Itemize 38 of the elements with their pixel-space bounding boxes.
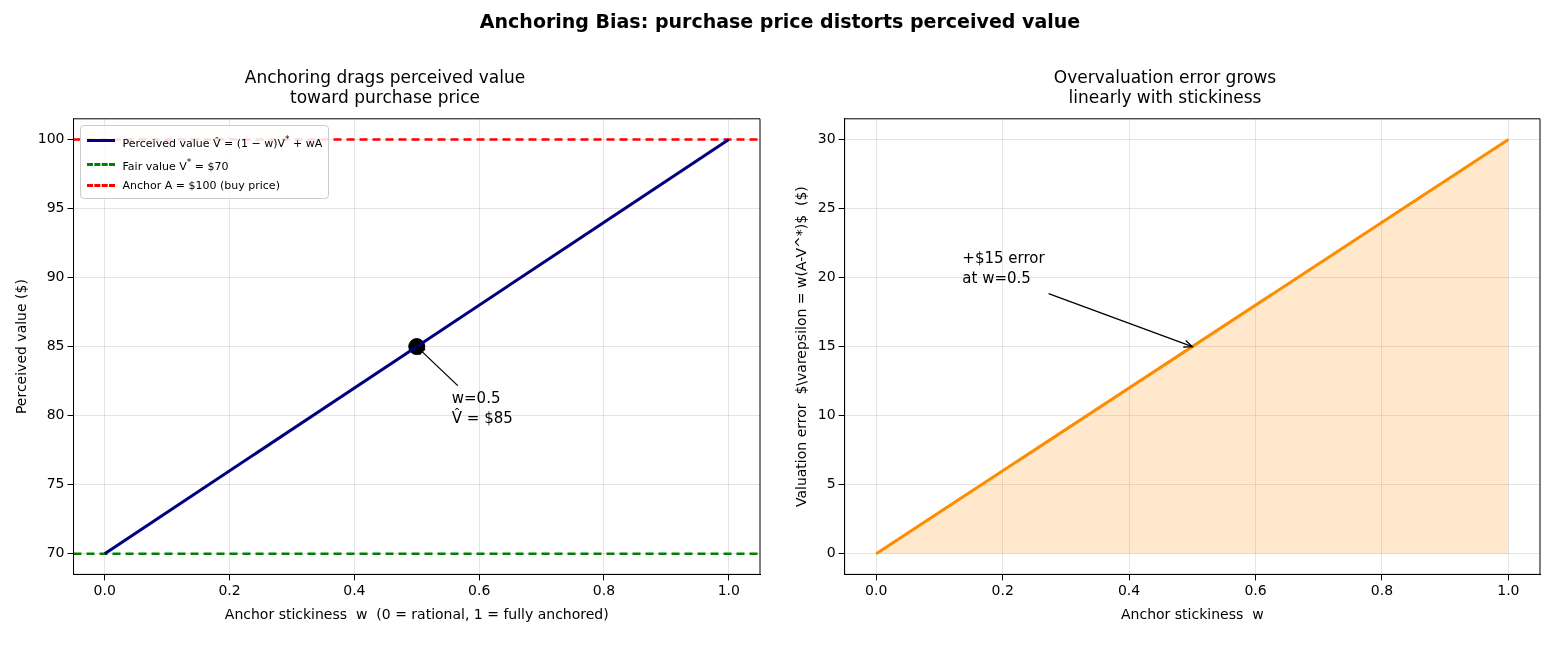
y-tick-label: 90 [46,268,65,285]
chart-title: Anchoring drags perceived value toward purchase price [244,66,526,108]
y-tick-label: 70 [46,544,65,561]
y-tick-label: 20 [817,268,836,285]
x-axis-title: Anchor stickiness w (0 = rational, 1 = fully anchored) [224,606,609,623]
x-tick-label: 0.2 [218,582,241,599]
legend-label: Anchor A = $100 (buy price) [122,178,280,195]
x-tick-label: 0.0 [865,582,888,599]
x-tick-label: 0.4 [1117,582,1141,599]
annotation: +$15 error at w=0.5 [962,248,1046,287]
x-tick-label: 0.8 [592,582,616,599]
legend-label: Fair value V$^{*}$ = $70 [122,155,229,176]
x-tick-label: 0.6 [468,582,491,599]
y-tick-label: 5 [826,475,836,492]
x-tick-label: 1.0 [717,582,740,599]
y-tick-label: 75 [46,475,65,492]
y-tick-label: 95 [46,199,65,216]
x-tick-label: 0.2 [991,582,1014,599]
legend-label: Perceived value V̂ = (1 − w)V$^{*}$ + wA [122,131,323,152]
x-tick-label: 0.8 [1370,582,1394,599]
annotation: w=0.5 V̂ = $85 [451,388,513,427]
y-axis-title: Valuation error $\varepsilon = w(A-V^*)$ ($) [793,186,810,508]
y-tick-label: 10 [817,406,836,423]
x-axis-title: Anchor stickiness w [1121,606,1264,623]
y-tick-label: 25 [817,199,836,216]
x-tick-label: 0.6 [1244,582,1267,599]
text: Anchoring Bias: purchase price distorts perceived value [478,10,1082,32]
y-tick-label: 100 [37,130,65,147]
y-tick-label: 0 [826,544,836,561]
y-tick-label: 80 [46,406,65,423]
y-tick-label: 30 [817,130,836,147]
y-axis-title: Perceived value ($) [13,279,30,415]
chart-title: Overvaluation error grows linearly with stickiness [1053,66,1277,108]
x-tick-label: 0.4 [343,582,366,599]
y-tick-label: 15 [817,337,836,354]
x-tick-label: 1.0 [1497,582,1520,599]
x-tick-label: 0.0 [93,582,116,599]
y-tick-label: 85 [46,337,65,354]
